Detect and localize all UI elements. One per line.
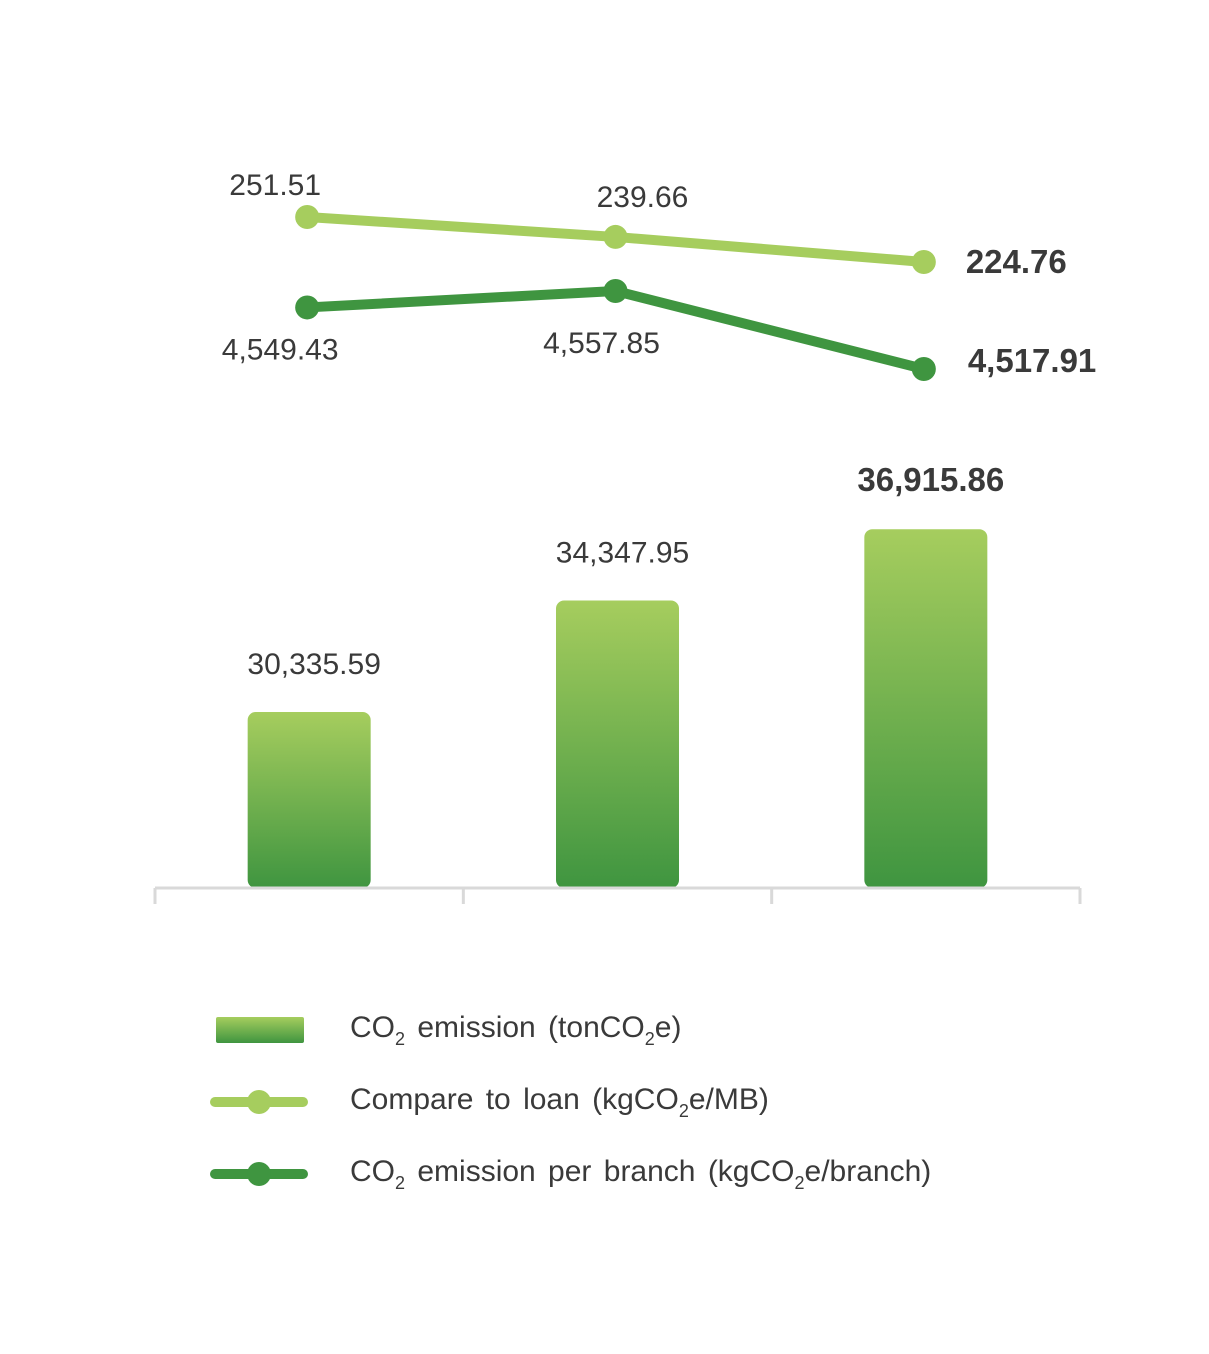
data-labels: 30,335.59 34,347.95 36,915.86 251.51 239.66 2…	[222, 169, 1097, 681]
legend-label-compare-to-loan: Compare to loan (kgCO2e/MB)	[350, 1082, 769, 1121]
x-axis	[153, 886, 1082, 904]
bar-value-label-3: 36,915.86	[857, 461, 1004, 498]
bar-1	[247, 712, 371, 888]
branch-value-label-1: 4,549.43	[222, 333, 339, 366]
loan-marker-2	[603, 224, 628, 249]
legend-swatch-branch-marker	[247, 1162, 271, 1186]
line-series	[295, 205, 936, 381]
branch-value-label-2: 4,557.85	[543, 327, 660, 360]
legend-label-co2-emission: CO2 emission (tonCO2e)	[350, 1010, 682, 1049]
bar-series	[247, 529, 988, 888]
branch-marker-1	[295, 295, 320, 320]
loan-value-label-2: 239.66	[597, 181, 689, 214]
bar-value-label-2: 34,347.95	[556, 537, 689, 570]
loan-marker-3	[911, 250, 936, 274]
legend-swatch-loan-marker	[247, 1090, 271, 1114]
branch-marker-2	[603, 279, 628, 303]
branch-marker-3	[911, 357, 936, 381]
loan-value-label-1: 251.51	[229, 169, 321, 202]
bar-2	[556, 600, 679, 888]
loan-value-label-3: 224.76	[966, 243, 1067, 280]
bar-3	[864, 529, 988, 888]
branch-value-label-3: 4,517.91	[968, 342, 1096, 379]
bar-value-label-1: 30,335.59	[247, 648, 380, 681]
legend-label-emission-per-branch: CO2 emission per branch (kgCO2e/branch)	[350, 1154, 932, 1193]
chart-canvas: 30,335.59 34,347.95 36,915.86 251.51 239.66 2…	[153, 169, 1097, 904]
loan-marker-1	[295, 205, 320, 229]
legend-swatch-bar	[216, 1017, 304, 1043]
